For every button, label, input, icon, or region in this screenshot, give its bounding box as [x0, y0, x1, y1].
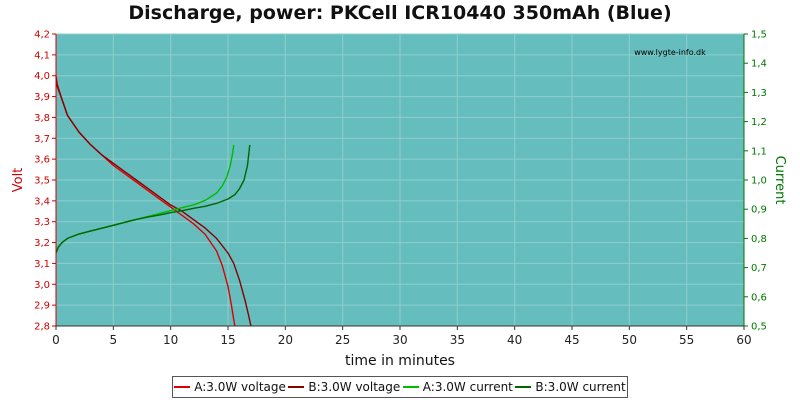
y-left-tick-label: 3,3	[34, 217, 50, 228]
chart-title: Discharge, power: PKCell ICR10440 350mAh…	[128, 2, 672, 24]
x-tick-label: 20	[278, 333, 293, 347]
x-tick-label: 55	[679, 333, 694, 347]
watermark-text: www.lygte-info.dk	[634, 48, 706, 57]
y-left-tick-label: 3,7	[34, 134, 50, 145]
y-right-tick-label: 1,4	[751, 59, 767, 70]
x-tick-label: 50	[622, 333, 637, 347]
x-tick-label: 35	[450, 333, 465, 347]
y-left-tick-label: 3,6	[34, 155, 50, 166]
legend-item: A:3.0W current	[402, 380, 513, 394]
y-left-tick-label: 4,0	[34, 71, 50, 82]
x-tick-label: 25	[335, 333, 350, 347]
x-tick-label: 15	[220, 333, 235, 347]
y-right-tick-label: 0,7	[751, 263, 767, 274]
y-left-tick-label: 2,9	[34, 301, 50, 312]
y-right-tick-label: 0,6	[751, 292, 767, 303]
x-axis-label: time in minutes	[345, 353, 455, 369]
y-right-tick-label: 0,8	[751, 234, 767, 245]
y-right-tick-label: 0,5	[751, 322, 767, 333]
legend-label: B:3.0W current	[535, 380, 626, 394]
legend-swatch	[288, 386, 305, 388]
y-left-tick-label: 4,1	[34, 50, 50, 61]
chart-legend: A:3.0W voltage B:3.0W voltage A:3.0W curre…	[172, 376, 628, 398]
y-right-tick-label: 1,1	[751, 146, 767, 157]
y-left-tick-label: 3,5	[34, 176, 50, 187]
x-tick-label: 5	[110, 333, 118, 347]
y-left-tick-label: 4,2	[34, 30, 50, 41]
y-right-tick-label: 1,2	[751, 117, 767, 128]
y-left-tick-label: 3,0	[34, 280, 50, 291]
legend-label: A:3.0W voltage	[194, 380, 286, 394]
legend-swatch	[515, 386, 532, 388]
y-right-tick-label: 0,9	[751, 205, 767, 216]
x-tick-label: 40	[507, 333, 522, 347]
series-line-b-3-0w-voltage	[55, 77, 252, 327]
y-right-tick-label: 1,3	[751, 88, 767, 99]
legend-item: B:3.0W current	[515, 380, 626, 394]
y-left-tick-label: 2,8	[34, 322, 50, 333]
y-left-tick-label: 3,2	[34, 238, 50, 249]
y-axis-label-left: Volt	[11, 168, 26, 193]
x-tick-label: 30	[392, 333, 407, 347]
y-right-tick-label: 1,5	[751, 30, 767, 41]
series-line-b-3-0w-current	[55, 144, 251, 254]
x-tick-label: 0	[52, 333, 60, 347]
y-left-tick-label: 3,8	[34, 113, 50, 124]
legend-item: A:3.0W voltage	[174, 380, 286, 394]
legend-swatch	[174, 386, 191, 388]
y-axis-label-right: Current	[772, 156, 787, 205]
y-right-tick-label: 1,0	[751, 176, 767, 187]
legend-label: A:3.0W current	[422, 380, 513, 394]
x-tick-label: 45	[564, 333, 579, 347]
legend-label: B:3.0W voltage	[308, 380, 401, 394]
legend-swatch	[402, 386, 419, 388]
x-tick-label: 60	[736, 333, 751, 347]
y-left-tick-label: 3,9	[34, 92, 50, 103]
y-left-tick-label: 3,4	[34, 196, 50, 207]
legend-item: B:3.0W voltage	[288, 380, 400, 394]
y-left-tick-label: 3,1	[34, 259, 50, 270]
x-tick-label: 10	[163, 333, 178, 347]
